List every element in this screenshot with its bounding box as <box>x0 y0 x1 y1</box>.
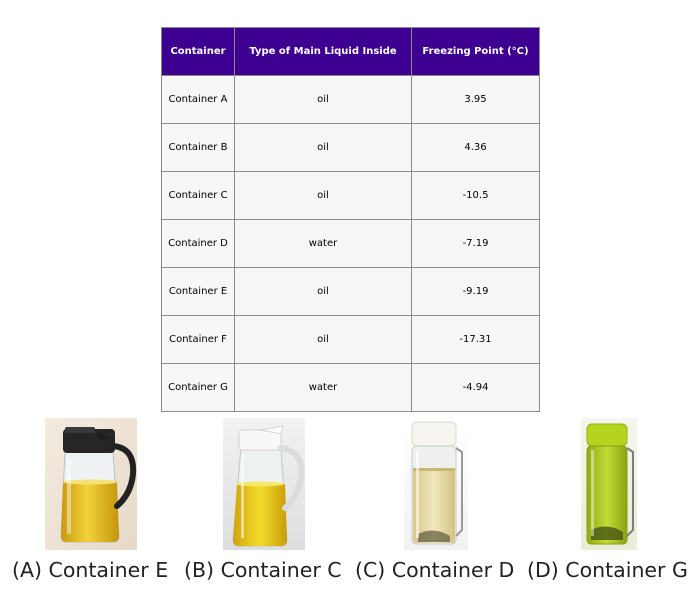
cell-liquid: oil <box>234 75 412 124</box>
cell-container: Container D <box>161 219 235 268</box>
answer-choices: (A) Container E (B) Container C (C) Cont… <box>0 556 700 586</box>
table-row: Container G water -4.94 <box>161 363 540 412</box>
bottle-green-icon <box>581 418 637 550</box>
table-row: Container F oil -17.31 <box>161 315 540 364</box>
header-container: Container <box>161 27 235 76</box>
cell-freezing-point: -17.31 <box>411 315 540 364</box>
table-row: Container C oil -10.5 <box>161 171 540 220</box>
option-images <box>0 418 700 552</box>
cell-liquid: oil <box>234 171 412 220</box>
cell-liquid: oil <box>234 123 412 172</box>
table-row: Container E oil -9.19 <box>161 267 540 316</box>
cell-container: Container B <box>161 123 235 172</box>
cell-liquid: oil <box>234 315 412 364</box>
table-header-row: Container Type of Main Liquid Inside Fre… <box>161 27 540 76</box>
cell-freezing-point: -4.94 <box>411 363 540 412</box>
choice-d[interactable]: (D) Container G <box>527 558 688 582</box>
cell-freezing-point: 3.95 <box>411 75 540 124</box>
header-freezing-point: Freezing Point (°C) <box>411 27 540 76</box>
choice-c[interactable]: (C) Container D <box>355 558 515 582</box>
oil-dispenser-black-lid-icon <box>45 418 137 550</box>
data-table: Container Type of Main Liquid Inside Fre… <box>161 27 540 412</box>
cell-freezing-point: -10.5 <box>411 171 540 220</box>
cell-container: Container G <box>161 363 235 412</box>
cell-freezing-point: 4.36 <box>411 123 540 172</box>
table-row: Container D water -7.19 <box>161 219 540 268</box>
cell-container: Container C <box>161 171 235 220</box>
cell-liquid: water <box>234 363 412 412</box>
choice-b[interactable]: (B) Container C <box>184 558 342 582</box>
cell-container: Container F <box>161 315 235 364</box>
table-row: Container A oil 3.95 <box>161 75 540 124</box>
bottle-white-cap-strap-icon <box>404 418 468 550</box>
choice-a[interactable]: (A) Container E <box>12 558 169 582</box>
cell-container: Container E <box>161 267 235 316</box>
oil-dispenser-white-lid-icon <box>223 418 305 550</box>
table-row: Container B oil 4.36 <box>161 123 540 172</box>
cell-liquid: water <box>234 219 412 268</box>
header-liquid-type: Type of Main Liquid Inside <box>234 27 412 76</box>
cell-liquid: oil <box>234 267 412 316</box>
cell-freezing-point: -7.19 <box>411 219 540 268</box>
cell-freezing-point: -9.19 <box>411 267 540 316</box>
cell-container: Container A <box>161 75 235 124</box>
